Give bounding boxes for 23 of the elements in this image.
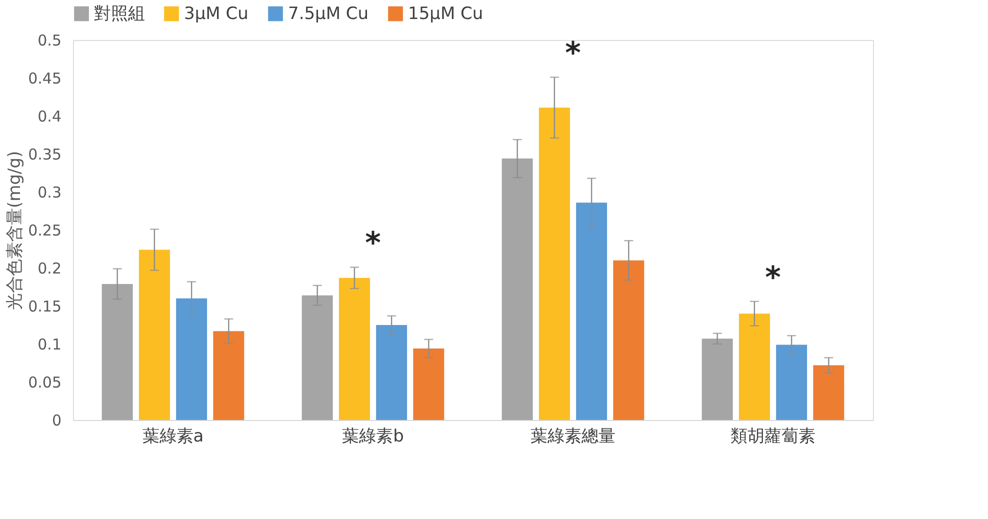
y-tick-label: 0.4 xyxy=(38,108,62,126)
y-tick-label: 0.05 xyxy=(28,374,62,392)
x-tick-label: 葉綠素b xyxy=(342,426,404,446)
annotation: * xyxy=(365,226,382,262)
y-tick-label: 0.25 xyxy=(28,222,62,240)
y-tick-label: 0.1 xyxy=(38,336,62,354)
x-tick-label: 葉綠素a xyxy=(142,426,204,446)
x-tick-label: 葉綠素總量 xyxy=(530,426,616,446)
y-tick-label: 0 xyxy=(52,412,62,430)
y-axis-title: 光合色素含量(mg/g) xyxy=(5,150,26,310)
annotation: * xyxy=(565,36,582,72)
y-tick-label: 0.3 xyxy=(38,184,62,202)
y-tick-label: 0.15 xyxy=(28,298,62,316)
y-tick-label: 0.5 xyxy=(38,32,62,50)
x-tick-label: 類胡蘿蔔素 xyxy=(730,426,816,446)
annotation: * xyxy=(765,260,782,296)
legend-label: 3μM Cu xyxy=(184,4,248,24)
legend-label: 7.5μM Cu xyxy=(288,4,369,24)
y-tick-label: 0.45 xyxy=(28,70,62,88)
legend-label: 15μM Cu xyxy=(408,4,484,24)
y-tick-label: 0.35 xyxy=(28,146,62,164)
legend-label: 對照組 xyxy=(94,4,145,24)
y-tick-label: 0.2 xyxy=(38,260,62,278)
